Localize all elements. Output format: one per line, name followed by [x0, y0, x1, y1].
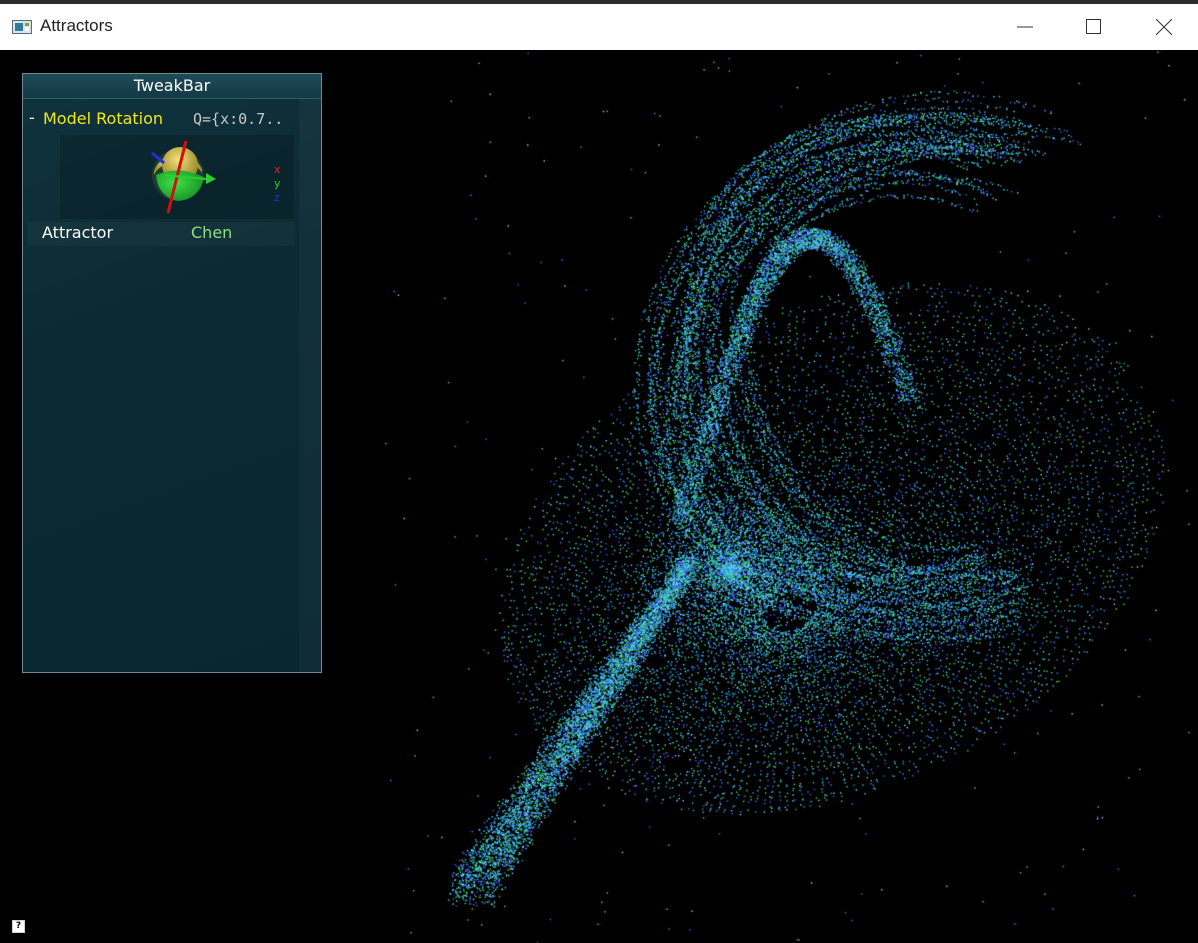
minimize-button[interactable] — [1002, 8, 1048, 46]
model-rotation-row[interactable]: - Model Rotation Q={x:0.7.. — [27, 108, 297, 132]
axis-x-label: x — [274, 163, 281, 176]
collapse-toggle[interactable]: - — [29, 108, 35, 127]
model-rotation-value[interactable]: Q={x:0.7.. — [193, 110, 284, 128]
maximize-button[interactable] — [1071, 8, 1117, 46]
window-titlebar[interactable]: Attractors — [0, 4, 1198, 50]
help-icon[interactable]: ? — [12, 920, 25, 933]
tweakbar-title[interactable]: TweakBar — [23, 74, 321, 99]
attractor-label: Attractor — [42, 223, 114, 242]
attractor-select[interactable]: Chen — [191, 223, 233, 242]
close-icon — [1156, 19, 1172, 35]
rotation-sphere-icon[interactable] — [60, 135, 294, 219]
rotation-gizmo[interactable]: x y z — [59, 134, 295, 220]
window-title: Attractors — [40, 16, 113, 35]
top-border — [0, 0, 1198, 4]
maximize-icon — [1086, 19, 1101, 34]
axis-y-label: y — [274, 177, 281, 190]
app-window-icon — [12, 20, 32, 34]
axis-z-label: z — [274, 191, 280, 204]
model-rotation-label: Model Rotation — [43, 109, 164, 128]
close-button[interactable] — [1141, 8, 1187, 46]
attractor-row[interactable]: Attractor Chen — [27, 222, 295, 246]
tweakbar-scroll-area — [299, 99, 321, 672]
tweakbar-panel[interactable]: TweakBar - Model Rotation Q={x:0.7.. — [22, 73, 322, 673]
minimize-icon — [1017, 26, 1033, 28]
